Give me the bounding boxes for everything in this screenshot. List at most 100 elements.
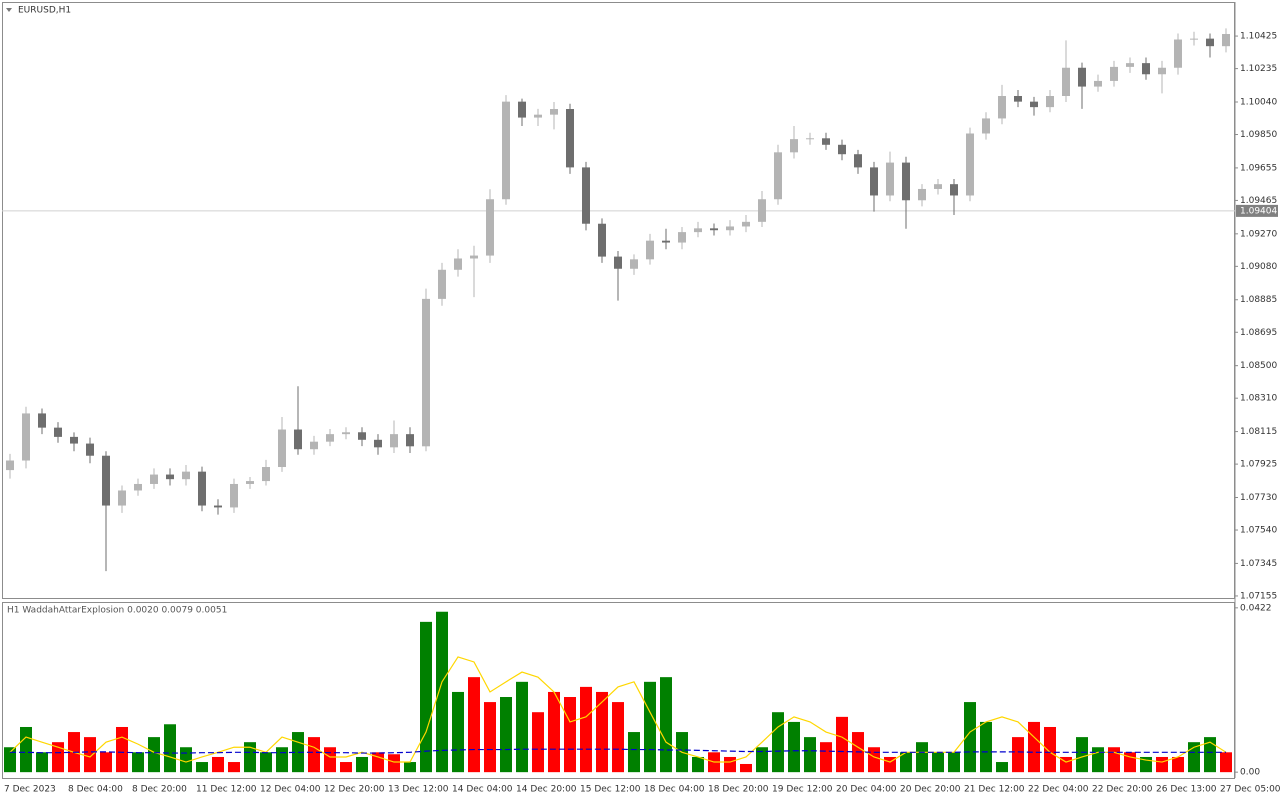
candle-body [982, 118, 990, 134]
candle-body [198, 471, 206, 506]
x-tick-label: 11 Dec 12:00 [196, 785, 257, 795]
candle-body [854, 154, 862, 168]
symbol-menu-arrow[interactable] [6, 8, 12, 12]
candle-body [790, 139, 798, 153]
histogram-bar [1172, 756, 1184, 773]
x-tick-label: 20 Dec 04:00 [836, 785, 897, 795]
candle-body [678, 232, 686, 243]
candle-body [310, 441, 318, 450]
candle-body [1206, 38, 1214, 47]
histogram-bar [36, 752, 48, 773]
candle-body [278, 429, 286, 468]
histogram-bar [628, 732, 640, 773]
histogram-bar [500, 697, 512, 773]
y-tick-label: 1.08115 [1240, 427, 1277, 437]
histogram-bar [1108, 747, 1120, 773]
x-tick-label: 8 Dec 04:00 [68, 785, 123, 795]
candle-body [262, 467, 270, 482]
histogram-bar [308, 737, 320, 773]
histogram-bar [788, 721, 800, 773]
x-tick-label: 13 Dec 12:00 [388, 785, 449, 795]
candle-body [1142, 63, 1150, 75]
histogram-bar [212, 756, 224, 773]
histogram-bar [484, 702, 496, 773]
y-tick-label: 1.08695 [1240, 328, 1277, 338]
candle-body [614, 256, 622, 269]
histogram-bar [468, 677, 480, 773]
candle-body [950, 184, 958, 196]
candle-body [710, 228, 718, 231]
histogram-bar [340, 762, 352, 773]
candle-body [1094, 80, 1102, 87]
histogram-bar [1204, 737, 1216, 773]
indicator-line [10, 748, 1226, 754]
y-tick-label: 1.09270 [1240, 229, 1277, 239]
x-tick-label: 15 Dec 12:00 [580, 785, 641, 795]
candle-body [534, 114, 542, 118]
histogram-bar [420, 621, 432, 773]
candle-body [294, 429, 302, 450]
histogram-bar [1156, 756, 1168, 773]
indicator-line [9, 656, 1227, 763]
candle-body [1158, 67, 1166, 75]
candle-body [230, 483, 238, 508]
candle-body [758, 199, 766, 222]
candle-body [694, 228, 702, 233]
candle-body [1222, 34, 1230, 47]
candle-body [582, 167, 590, 224]
x-tick-label: 20 Dec 20:00 [900, 785, 961, 795]
candle-body [54, 427, 62, 437]
histogram-bar [356, 756, 368, 773]
histogram-bar [196, 762, 208, 773]
histogram-bar [516, 681, 528, 773]
candle-body [134, 483, 142, 491]
histogram-bar [964, 702, 976, 773]
histogram-bar [564, 697, 576, 773]
histogram-bar [1028, 721, 1040, 773]
candle-body [998, 95, 1006, 119]
x-tick-label: 8 Dec 20:00 [132, 785, 187, 795]
candle-body [86, 443, 94, 456]
candle-body [406, 434, 414, 447]
x-tick-label: 12 Dec 04:00 [260, 785, 321, 795]
histogram-bar [692, 756, 704, 773]
histogram-bar [20, 726, 32, 773]
histogram-bar [452, 691, 464, 773]
histogram-bar [980, 721, 992, 773]
histogram-bar [644, 681, 656, 773]
histogram-bar [660, 677, 672, 773]
histogram-bar [740, 763, 752, 773]
y-tick-label: 1.10235 [1240, 64, 1277, 74]
y-tick-label: 1.09850 [1240, 130, 1277, 140]
y-tick-label: 0.0422 [1240, 603, 1272, 613]
histogram-bar [900, 752, 912, 773]
histogram-bar [1220, 752, 1232, 773]
candle-body [886, 162, 894, 196]
candle-body [1190, 38, 1198, 40]
current-price-box [1236, 204, 1278, 217]
y-tick-label: 1.08310 [1240, 394, 1277, 404]
histogram-bar [116, 726, 128, 773]
y-tick-label: 1.08885 [1240, 295, 1277, 305]
histogram-bar [1044, 726, 1056, 773]
candle-body [726, 226, 734, 231]
y-tick-label: 1.10425 [1240, 32, 1277, 42]
y-tick-label: 1.07345 [1240, 559, 1277, 569]
candle-body [438, 269, 446, 299]
candle-body [358, 432, 366, 440]
current-price-label: 1.09404 [1240, 206, 1277, 216]
x-tick-label: 18 Dec 04:00 [644, 785, 705, 795]
candle-body [102, 455, 110, 506]
candle-body [182, 471, 190, 480]
histogram-bar [596, 691, 608, 773]
histogram-bar [836, 716, 848, 773]
histogram-bar [388, 754, 400, 773]
histogram-bar [372, 752, 384, 773]
candle-body [342, 432, 350, 435]
x-tick-label: 14 Dec 04:00 [452, 785, 513, 795]
candle-body [662, 240, 670, 243]
y-tick-label: 1.07540 [1240, 526, 1277, 536]
x-tick-label: 26 Dec 13:00 [1156, 785, 1217, 795]
histogram-bar [324, 747, 336, 773]
